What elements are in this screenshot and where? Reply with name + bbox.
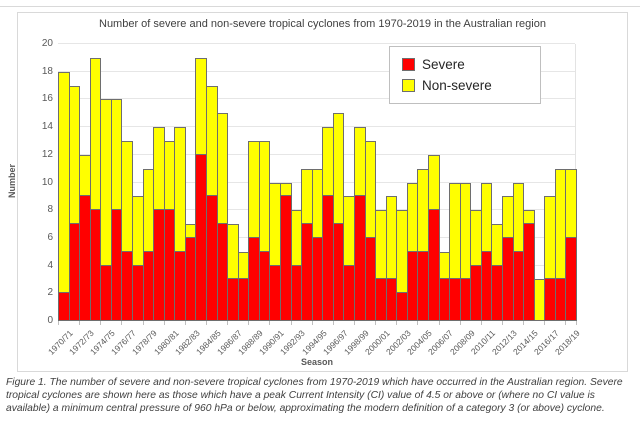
y-tick-label: 16 — [41, 93, 53, 105]
bar-segment-non-severe — [227, 224, 239, 280]
legend-swatch-non-severe — [402, 79, 415, 92]
x-tick — [58, 321, 59, 325]
bar-segment-non-severe — [174, 127, 186, 252]
y-tick-label: 12 — [41, 148, 53, 160]
y-axis-title: Number — [7, 164, 17, 199]
x-tick — [576, 321, 577, 325]
bar-segment-non-severe — [332, 113, 345, 225]
x-tick — [375, 321, 377, 325]
y-tick-label: 4 — [47, 259, 53, 271]
gridline — [58, 153, 575, 155]
y-tick-label: 8 — [47, 204, 53, 216]
y-tick-label: 6 — [47, 231, 53, 243]
x-tick — [311, 321, 313, 325]
bar-segment-non-severe — [364, 140, 377, 238]
figure-caption: Figure 1. The number of severe and non-s… — [6, 377, 623, 414]
x-tick — [184, 321, 186, 325]
x-tick — [206, 321, 207, 325]
x-tick — [79, 321, 81, 325]
legend-label-severe: Severe — [422, 57, 465, 72]
plot-area: 0 2 4 6 8 10 12 14 16 18 20 1970/71 1972/73 1974/75 19… — [42, 38, 582, 357]
bar-2018/19 — [565, 168, 577, 321]
legend-label-non-severe: Non-severe — [422, 78, 492, 93]
x-tick — [142, 321, 144, 325]
legend: Severe Non-severe — [389, 46, 541, 104]
gridline — [58, 43, 575, 44]
bar-segment-non-severe — [280, 182, 292, 197]
legend-swatch-severe — [402, 58, 415, 71]
gridline — [58, 98, 575, 100]
bar-segment-non-severe — [565, 168, 577, 238]
bar-segment-non-severe — [428, 154, 440, 211]
x-tick — [396, 321, 398, 325]
x-tick — [248, 321, 250, 325]
y-tick-label: 10 — [41, 176, 53, 188]
bar-segment-severe — [565, 237, 577, 321]
chart-title: Number of severe and non-severe tropical… — [99, 18, 546, 30]
x-tick — [438, 321, 440, 325]
legend-item-non-severe: Non-severe — [402, 75, 540, 96]
y-tick-label: 0 — [47, 315, 53, 326]
bar-segment-non-severe — [480, 182, 493, 252]
y-tick-label: 2 — [47, 287, 53, 299]
gridline — [58, 70, 575, 72]
y-tick-label: 18 — [41, 65, 53, 77]
x-tick — [227, 321, 229, 325]
bar-segment-non-severe — [216, 113, 229, 225]
chart-container: Number of severe and non-severe tropical… — [7, 12, 628, 372]
gridline — [58, 126, 575, 128]
x-tick — [502, 321, 503, 325]
y-tick-label: 20 — [41, 38, 53, 49]
x-tick — [544, 321, 546, 325]
x-tick — [121, 321, 123, 325]
x-tick — [523, 321, 525, 325]
x-tick — [269, 321, 271, 325]
bar-2014/15 — [523, 210, 535, 321]
x-tick — [100, 321, 102, 325]
top-divider — [0, 6, 640, 7]
bar-segment-non-severe — [523, 210, 535, 225]
x-tick — [163, 321, 165, 325]
x-axis-title: Season — [300, 357, 333, 367]
x-tick — [480, 321, 482, 325]
x-tick — [332, 321, 334, 325]
bar-segment-severe — [523, 224, 535, 321]
y-tick-label: 14 — [41, 121, 53, 133]
bar-segment-non-severe — [121, 140, 133, 252]
x-tick — [354, 321, 355, 325]
x-tick — [459, 321, 461, 325]
legend-item-severe: Severe — [402, 54, 540, 75]
x-tick — [290, 321, 292, 325]
x-tick — [417, 321, 419, 325]
x-tick — [565, 321, 567, 325]
